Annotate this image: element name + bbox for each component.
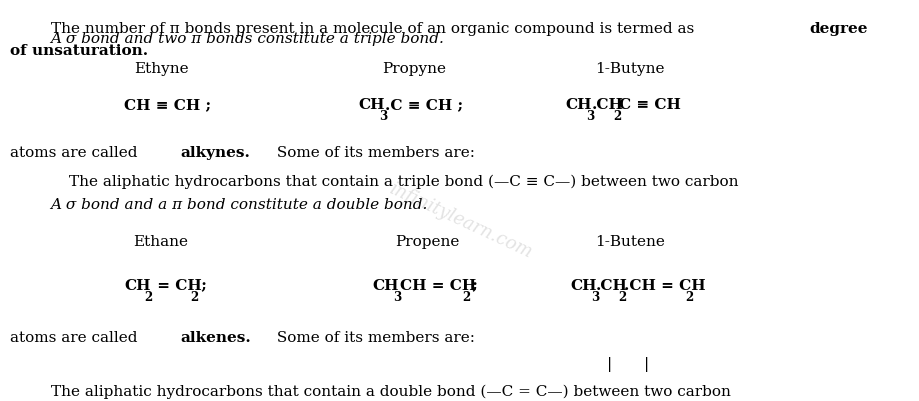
Text: 3: 3	[379, 110, 387, 123]
Text: of unsaturation.: of unsaturation.	[10, 44, 148, 58]
Text: CH: CH	[372, 279, 399, 293]
Text: CH: CH	[570, 279, 596, 293]
Text: CH: CH	[358, 98, 385, 112]
Text: 1-Butene: 1-Butene	[595, 235, 664, 249]
Text: CH: CH	[565, 98, 592, 112]
Text: ;: ;	[196, 279, 207, 293]
Text: 2: 2	[613, 110, 621, 123]
Text: 2: 2	[190, 291, 199, 304]
Text: .CH = CH: .CH = CH	[623, 279, 705, 293]
Text: A σ bond and two π bonds constitute a triple bond.: A σ bond and two π bonds constitute a tr…	[51, 32, 444, 46]
Text: = CH: = CH	[152, 279, 201, 293]
Text: 2: 2	[685, 291, 693, 304]
Text: Some of its members are:: Some of its members are:	[272, 146, 475, 160]
Text: ;: ;	[467, 279, 478, 293]
Text: C ≡ CH: C ≡ CH	[618, 98, 680, 112]
Text: The aliphatic hydrocarbons that contain a triple bond (—C ≡ C—) between two carb: The aliphatic hydrocarbons that contain …	[69, 174, 738, 189]
Text: atoms are called: atoms are called	[10, 146, 142, 160]
Text: Propyne: Propyne	[381, 62, 446, 76]
Text: Ethyne: Ethyne	[133, 62, 188, 76]
Text: Ethane: Ethane	[133, 235, 188, 249]
Text: CH = CH: CH = CH	[400, 279, 476, 293]
Text: A σ bond and a π bond constitute a double bond.: A σ bond and a π bond constitute a doubl…	[51, 198, 427, 213]
Text: 2: 2	[144, 291, 153, 304]
Text: CH: CH	[124, 279, 151, 293]
Text: 3: 3	[585, 110, 594, 123]
Text: Some of its members are:: Some of its members are:	[272, 331, 475, 345]
Text: CH ≡ CH ;: CH ≡ CH ;	[124, 98, 211, 112]
Text: 2: 2	[618, 291, 626, 304]
Text: The number of π bonds present in a molecule of an organic compound is termed as: The number of π bonds present in a molec…	[51, 22, 698, 36]
Text: |: |	[607, 357, 612, 372]
Text: .CH: .CH	[596, 279, 628, 293]
Text: alkynes.: alkynes.	[180, 146, 250, 160]
Text: The aliphatic hydrocarbons that contain a double bond (—C = C—) between two carb: The aliphatic hydrocarbons that contain …	[51, 385, 730, 399]
Text: .C ≡ CH ;: .C ≡ CH ;	[384, 98, 462, 112]
Text: Propene: Propene	[395, 235, 460, 249]
Text: 3: 3	[590, 291, 598, 304]
Text: 2: 2	[461, 291, 470, 304]
Text: infinitylearn.com: infinitylearn.com	[385, 180, 534, 261]
Text: alkenes.: alkenes.	[180, 331, 251, 345]
Text: 3: 3	[392, 291, 401, 304]
Text: 1-Butyne: 1-Butyne	[595, 62, 664, 76]
Text: .CH: .CH	[591, 98, 623, 112]
Text: |: |	[643, 357, 649, 372]
Text: atoms are called: atoms are called	[10, 331, 142, 345]
Text: degree: degree	[809, 22, 868, 36]
